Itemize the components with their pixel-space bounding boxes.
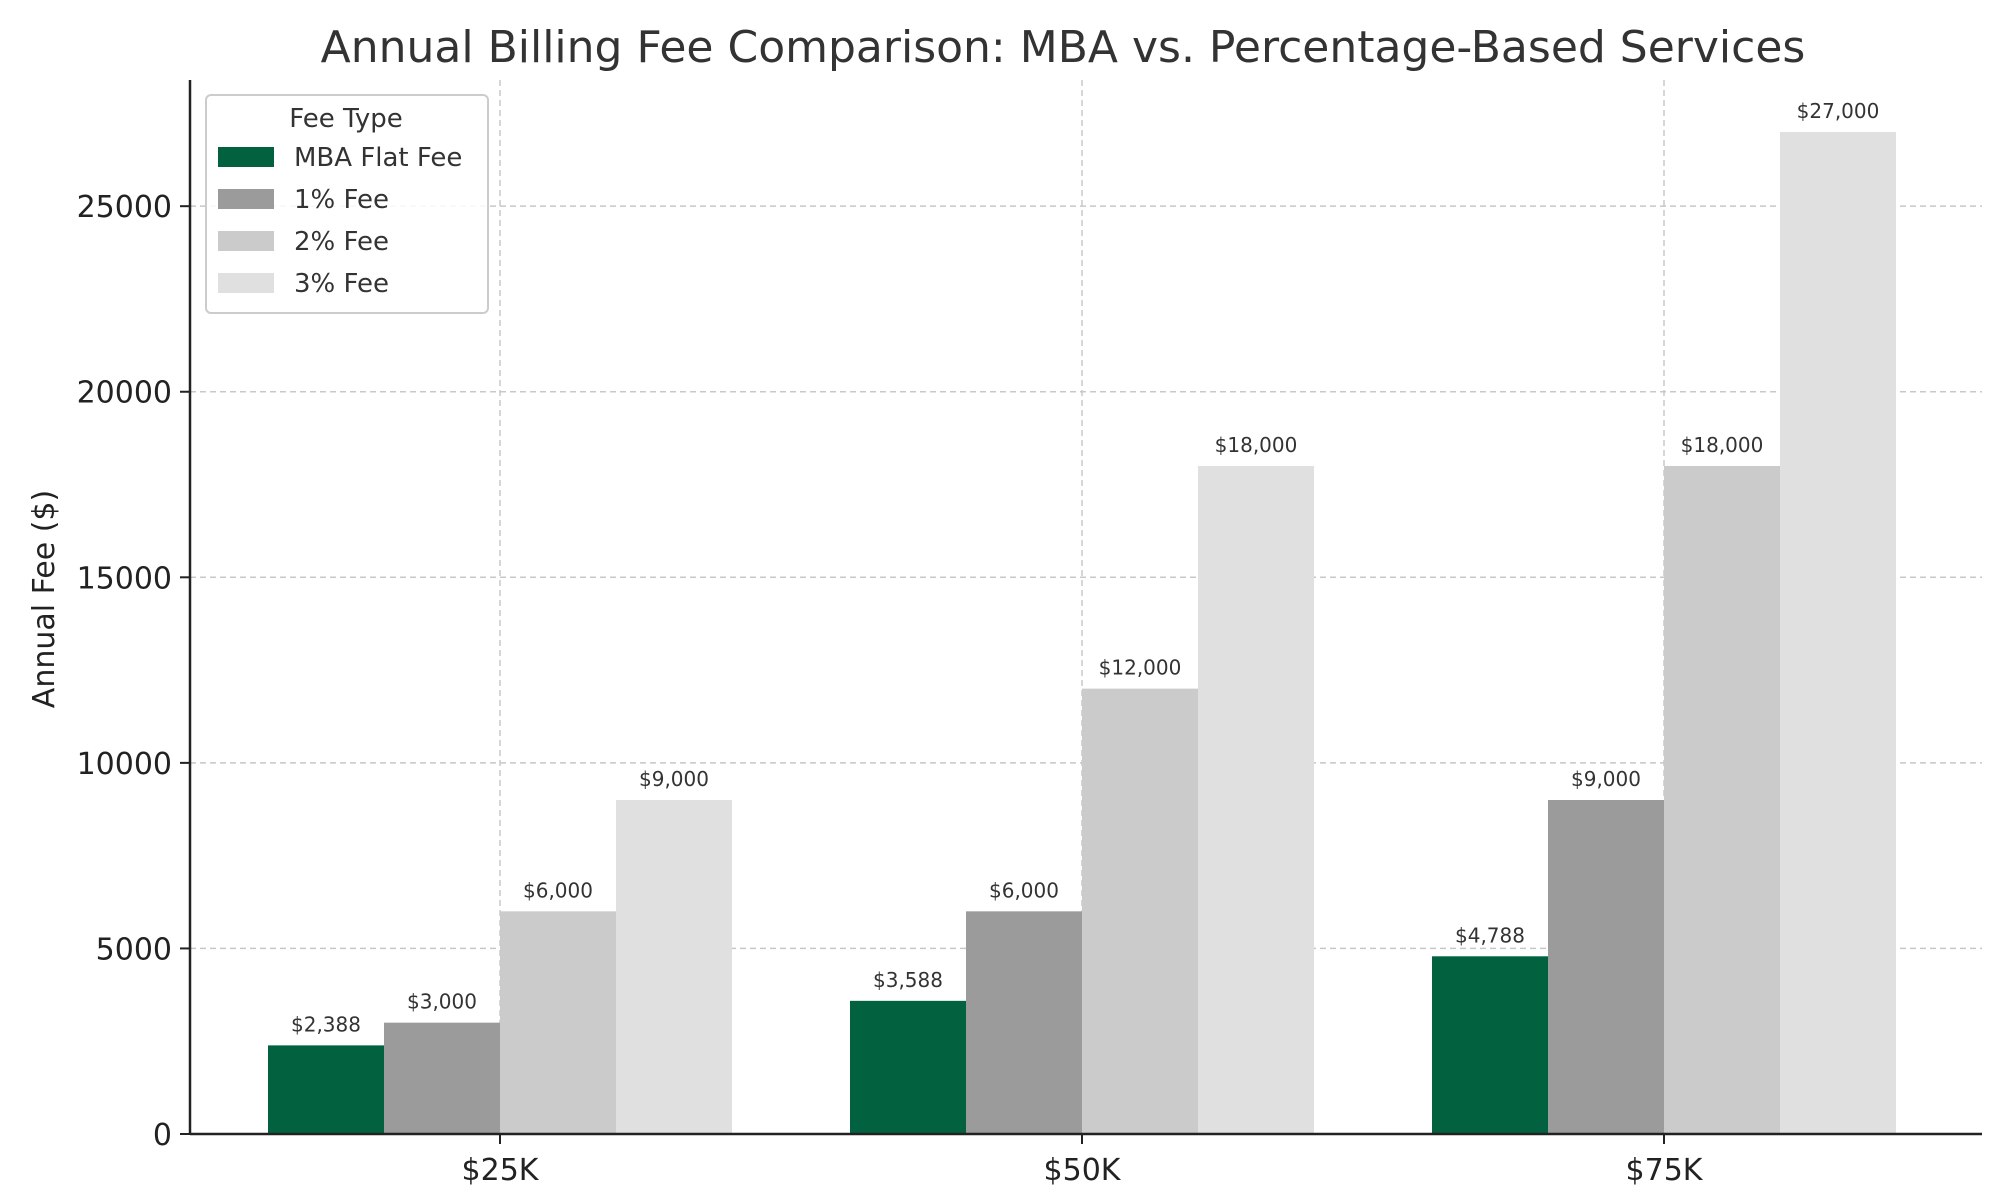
data-label: $27,000 [1797,99,1880,123]
data-label: $9,000 [1571,767,1641,791]
legend: Fee Type MBA Flat Fee 1% Fee 2% Fee 3% Fee [205,94,489,314]
bar-1-fee-1 [966,911,1082,1134]
legend-box [205,94,489,314]
data-label: $3,588 [873,968,943,992]
data-label: $4,788 [1455,923,1525,947]
y-tick-label: 20000 [77,376,172,411]
x-tick-label: $75K [1626,1153,1704,1188]
bar-mba-flat-fee-1 [850,1000,966,1134]
bars [268,131,1896,1135]
y-tick-label: 15000 [77,561,172,596]
x-tick-label: $50K [1044,1153,1122,1188]
bar-3-fee-1 [1198,465,1314,1135]
legend-label: 2% Fee [294,227,389,257]
bar-mba-flat-fee-2 [1432,956,1548,1134]
legend-swatch [218,273,274,293]
data-label: $3,000 [407,990,477,1014]
bar-3-fee-0 [616,799,732,1134]
data-label: $6,000 [523,878,593,902]
data-label: $12,000 [1099,656,1182,680]
bar-1-fee-2 [1548,799,1664,1134]
y-tick-label: 25000 [77,190,172,225]
bar-2-fee-2 [1664,465,1780,1135]
data-label: $18,000 [1215,433,1298,457]
y-tick-label: 5000 [96,932,172,967]
bar-1-fee-0 [384,1022,500,1134]
data-labels: $2,388 $3,588 $4,788 $3,000 $6,000 $9,000 $6,0… [291,99,1879,1036]
chart-title: Annual Billing Fee Comparison: MBA vs. P… [321,22,1806,73]
axes: Annual Billing Fee Comparison: MBA vs. P… [27,22,1982,1188]
data-label: $6,000 [989,878,1059,902]
y-tick-label: 10000 [77,747,172,782]
x-tick-label: $25K [462,1153,540,1188]
legend-swatch [218,147,274,167]
legend-swatch [218,231,274,251]
legend-title: Fee Type [289,104,403,134]
data-label: $9,000 [639,767,709,791]
bar-3-fee-2 [1780,131,1896,1134]
data-label: $18,000 [1681,433,1764,457]
legend-label: MBA Flat Fee [294,143,462,173]
legend-label: 3% Fee [294,269,389,299]
bar-2-fee-1 [1082,688,1198,1134]
legend-swatch [218,189,274,209]
data-label: $2,388 [291,1012,361,1036]
legend-label: 1% Fee [294,185,389,215]
y-tick-label: 0 [153,1118,172,1153]
bar-2-fee-0 [500,911,616,1134]
y-axis-label: Annual Fee ($) [27,490,62,708]
bar-mba-flat-fee-0 [268,1045,384,1134]
